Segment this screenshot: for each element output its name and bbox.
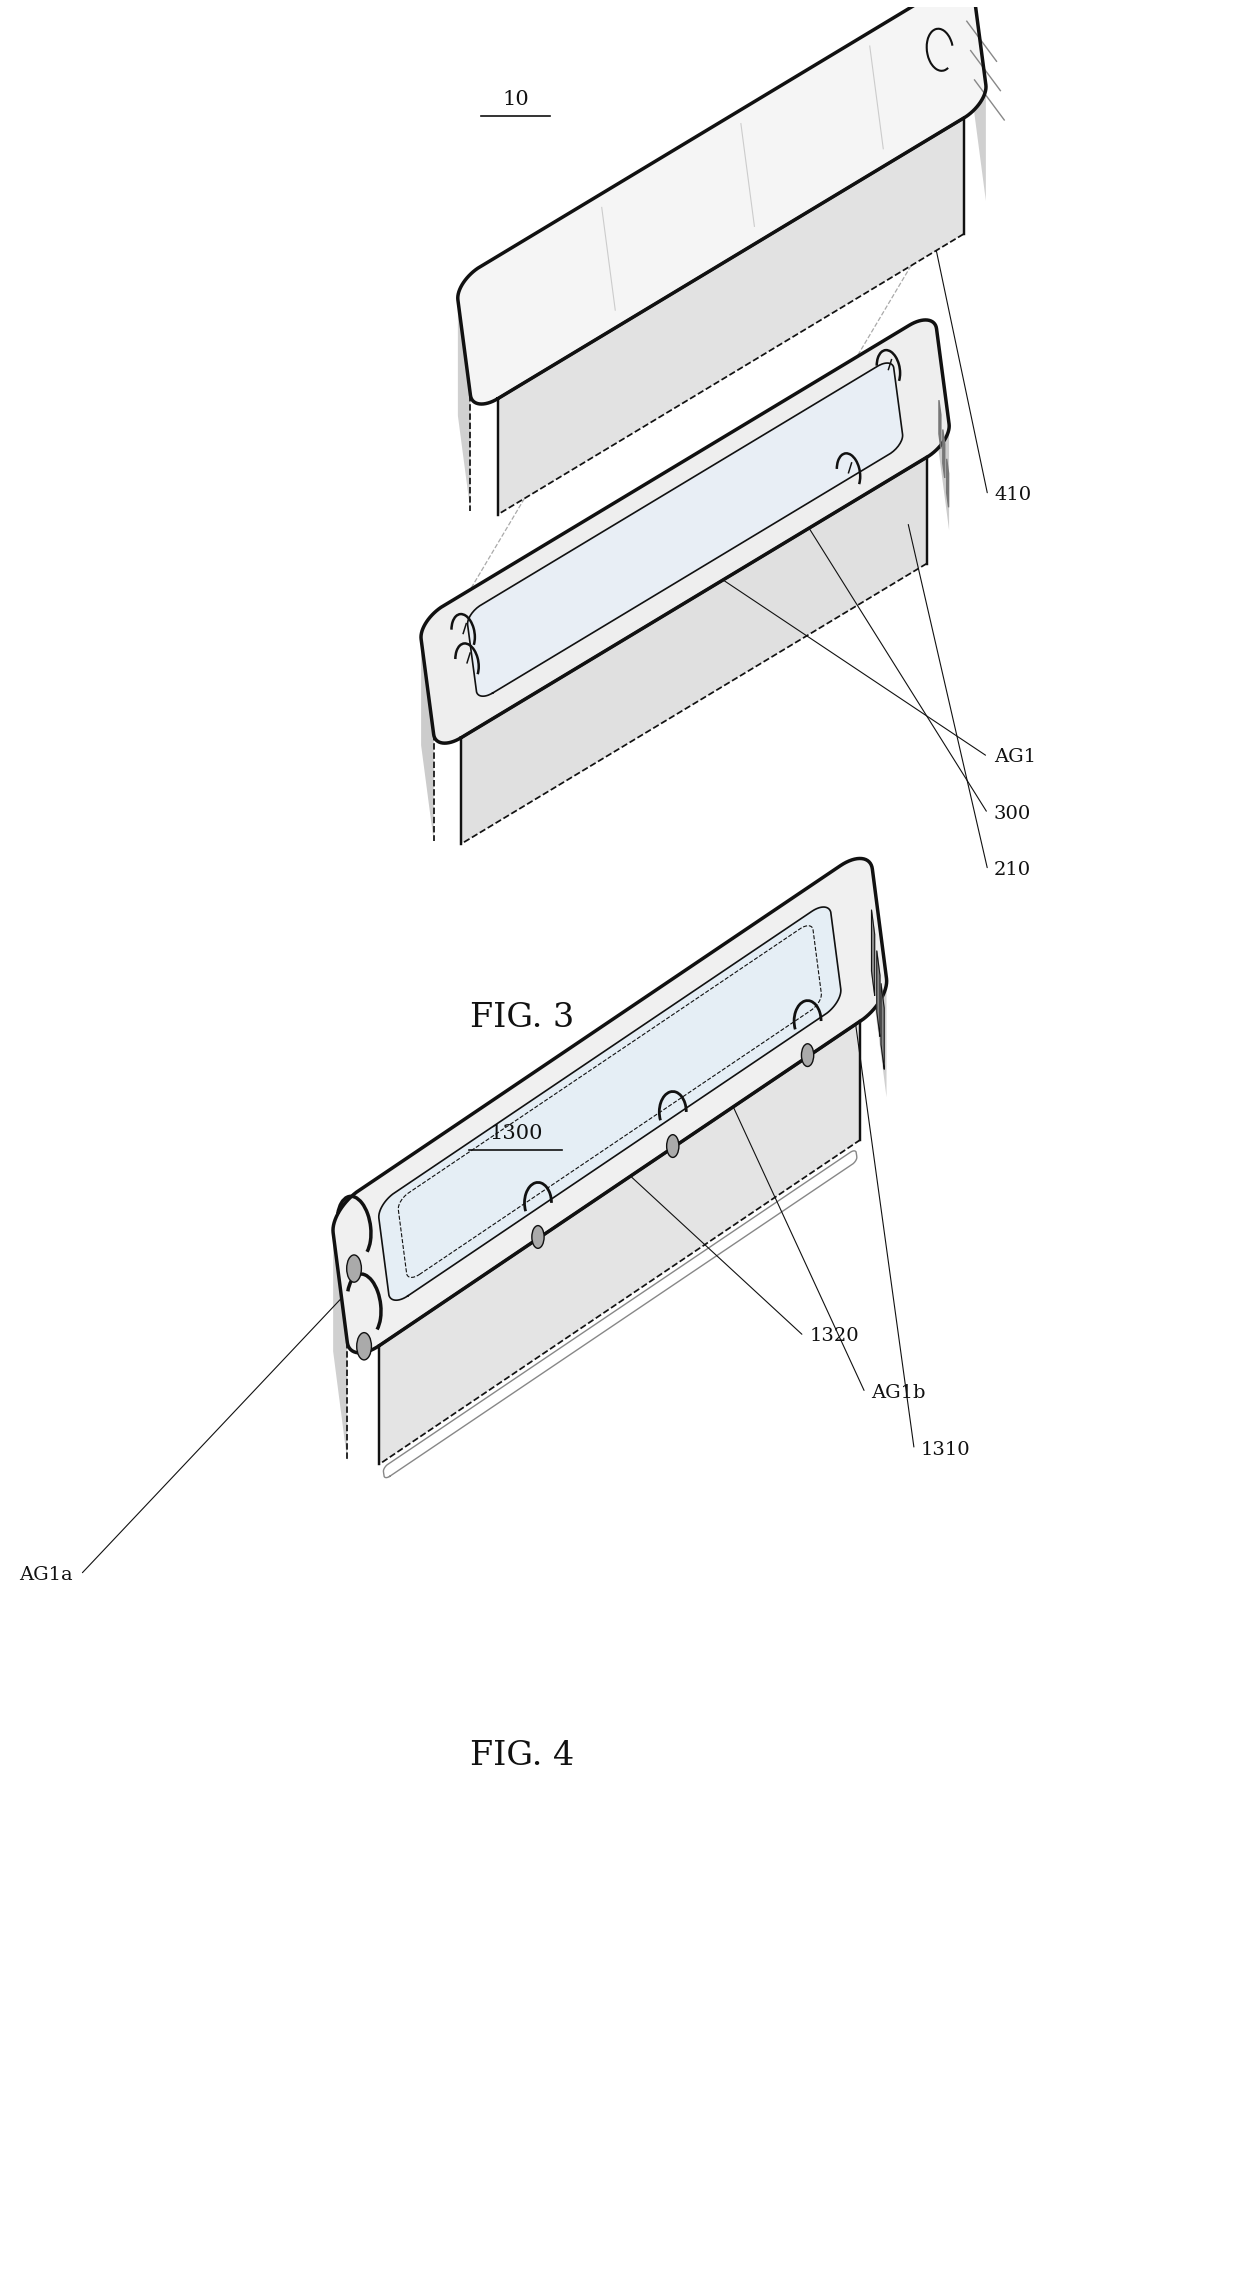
- Circle shape: [532, 1225, 544, 1248]
- Text: 300: 300: [994, 805, 1032, 823]
- Polygon shape: [497, 119, 963, 514]
- Polygon shape: [379, 1022, 861, 1465]
- Text: 10: 10: [502, 89, 529, 110]
- Text: 410: 410: [994, 487, 1032, 505]
- Polygon shape: [334, 860, 887, 1353]
- Polygon shape: [946, 459, 949, 507]
- Polygon shape: [458, 299, 470, 512]
- Polygon shape: [422, 640, 434, 841]
- Text: AG1: AG1: [994, 748, 1035, 766]
- Circle shape: [357, 1333, 372, 1360]
- Circle shape: [801, 1045, 813, 1068]
- Polygon shape: [461, 457, 926, 844]
- Polygon shape: [936, 329, 949, 530]
- Text: AG1a: AG1a: [19, 1566, 73, 1584]
- Text: FIG. 3: FIG. 3: [470, 1001, 574, 1033]
- Polygon shape: [467, 363, 903, 697]
- Text: 1300: 1300: [489, 1125, 543, 1143]
- Text: 210: 210: [994, 862, 1032, 880]
- Polygon shape: [942, 430, 945, 478]
- Polygon shape: [458, 0, 986, 405]
- Polygon shape: [378, 908, 841, 1301]
- Text: AG1b: AG1b: [872, 1383, 926, 1401]
- Polygon shape: [873, 869, 887, 1097]
- Polygon shape: [939, 400, 941, 448]
- Polygon shape: [973, 0, 986, 201]
- Polygon shape: [880, 983, 884, 1070]
- Polygon shape: [877, 951, 880, 1036]
- Text: 1310: 1310: [920, 1440, 970, 1458]
- Polygon shape: [422, 320, 949, 743]
- Circle shape: [347, 1255, 361, 1282]
- Circle shape: [667, 1134, 680, 1157]
- Polygon shape: [872, 910, 874, 994]
- Polygon shape: [334, 1232, 347, 1461]
- Text: FIG. 4: FIG. 4: [470, 1740, 574, 1772]
- Text: 1320: 1320: [810, 1328, 859, 1344]
